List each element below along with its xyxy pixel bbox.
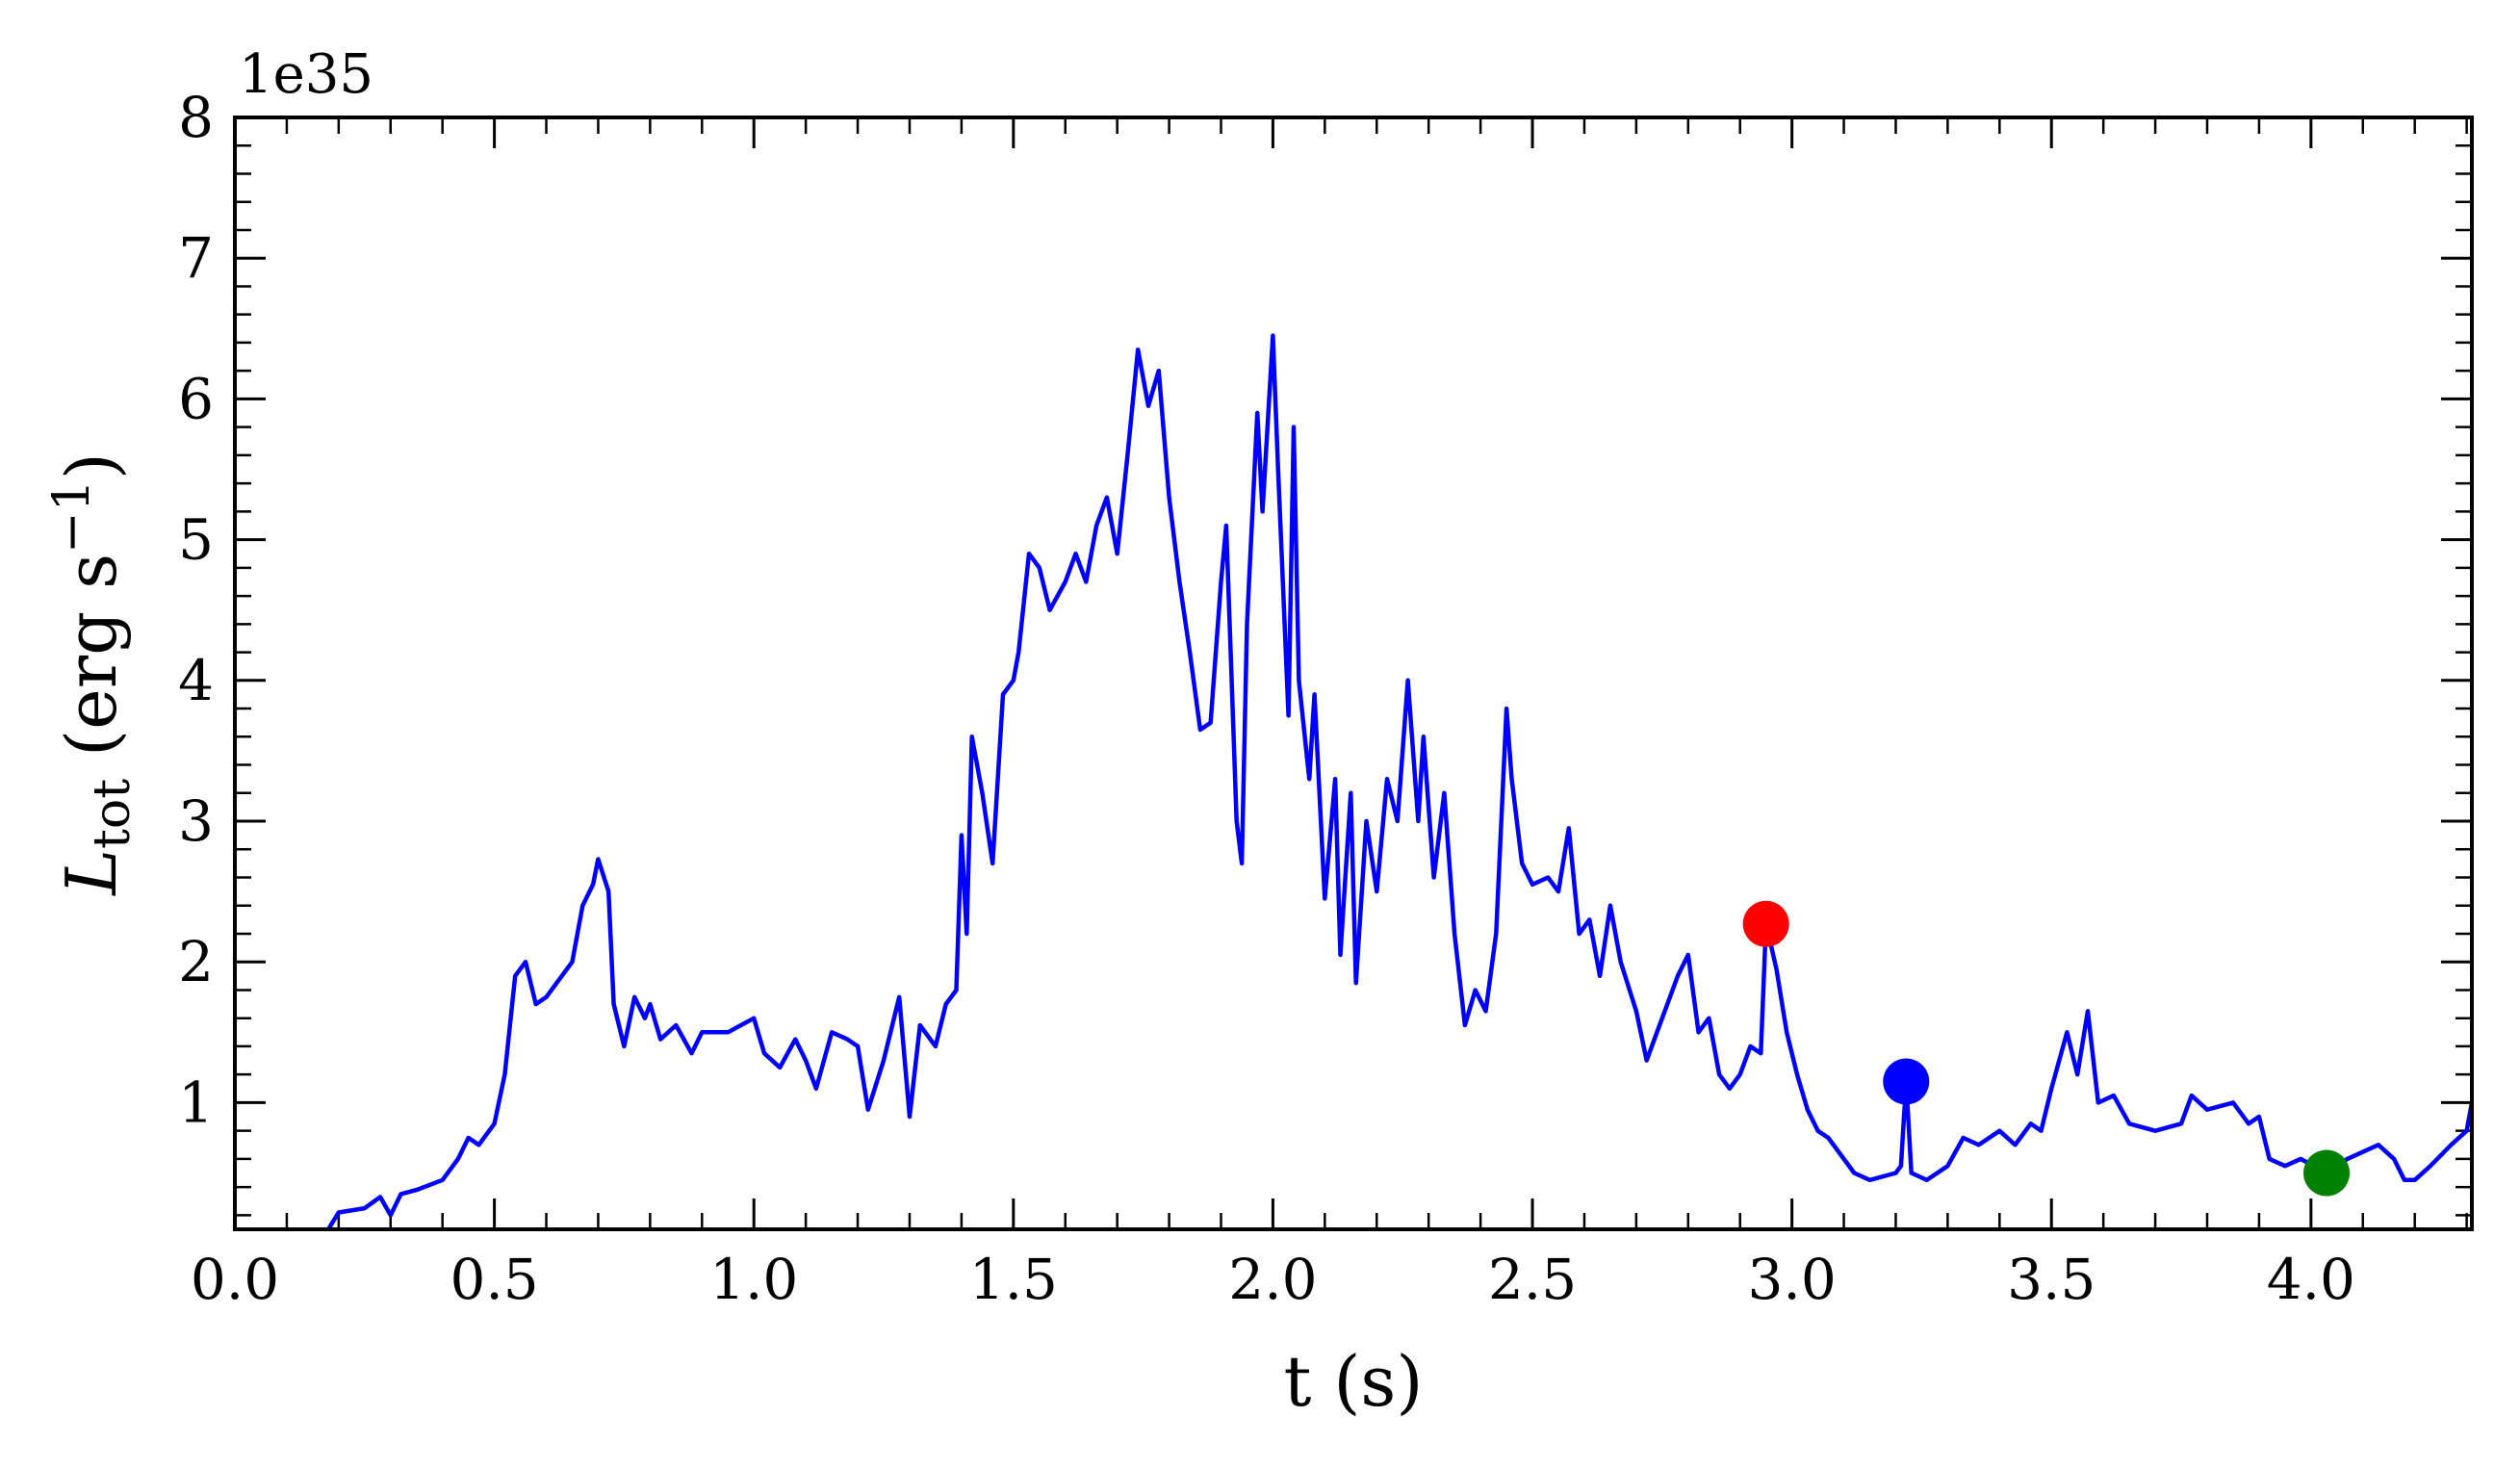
data-line	[326, 333, 2472, 1229]
marker-point	[1742, 900, 1789, 947]
x-tick-label: 1.5	[969, 1247, 1058, 1312]
x-tick-label: 2.5	[1488, 1247, 1577, 1312]
y-tick-label: 2	[178, 929, 214, 994]
y-axis-label: Ltot (erg s−1)	[43, 452, 141, 897]
x-tick-label: 3.5	[2007, 1247, 2096, 1312]
x-tick-label: 4.0	[2267, 1247, 2355, 1312]
x-tick-label: 0.5	[450, 1247, 538, 1312]
y-tick-label: 7	[178, 225, 214, 291]
y-tick-label: 8	[178, 85, 214, 150]
y-tick-label: 3	[178, 788, 214, 854]
x-tick-label: 2.0	[1228, 1247, 1317, 1312]
y-label-sub: tot	[84, 779, 141, 849]
marker-point	[1883, 1058, 1930, 1105]
plot-frame	[233, 116, 2474, 1231]
y-label-end: )	[51, 452, 132, 479]
y-tick-label: 4	[178, 648, 214, 713]
y-tick-label: 6	[178, 366, 214, 431]
x-tick-label: 3.0	[1748, 1247, 1837, 1312]
x-axis-label: t (s)	[1284, 1341, 1424, 1422]
marker-point	[2303, 1149, 2351, 1197]
y-label-rest: (erg s	[51, 554, 132, 779]
offset-text: 1e35	[239, 43, 373, 106]
x-tick-label: 1.0	[709, 1247, 798, 1312]
y-tick-label: 1	[178, 1070, 214, 1135]
y-label-main: L	[51, 849, 132, 897]
y-label-sup: −1	[43, 479, 101, 554]
x-tick-label: 0.0	[191, 1247, 279, 1312]
y-tick-label: 5	[178, 507, 214, 573]
